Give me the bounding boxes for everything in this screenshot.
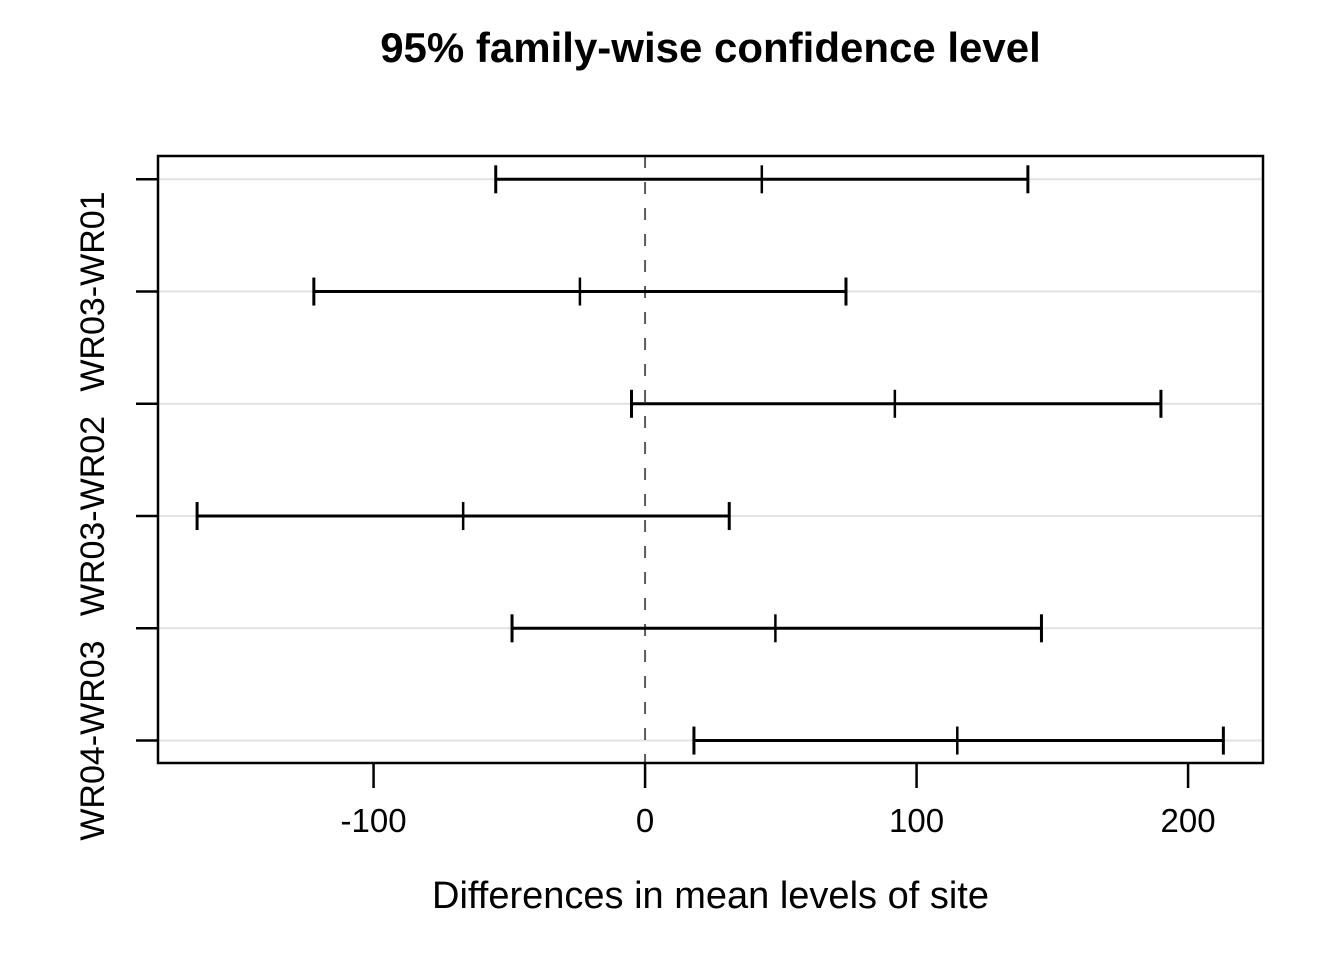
x-axis-title: Differences in mean levels of site xyxy=(432,875,989,917)
x-axis-tick-label: 200 xyxy=(1161,802,1216,839)
y-axis-label: WR04-WR03 xyxy=(74,640,112,840)
x-axis-tick-label: -100 xyxy=(341,802,407,839)
plot-box xyxy=(156,154,1265,765)
y-axis-label: WR03-WR02 xyxy=(74,416,112,616)
y-axis-label: WR03-WR01 xyxy=(74,191,112,391)
x-axis-tick-label: 0 xyxy=(636,802,654,839)
chart-title: 95% family-wise confidence level xyxy=(380,24,1041,71)
x-axis-tick-label: 100 xyxy=(889,802,944,839)
